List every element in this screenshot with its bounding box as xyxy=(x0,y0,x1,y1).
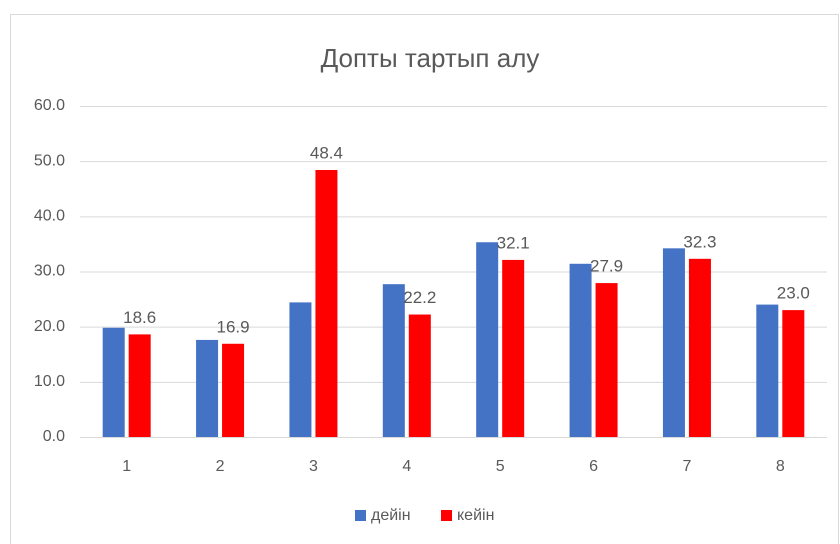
data-label: 18.6 xyxy=(123,308,156,327)
data-label: 16.9 xyxy=(217,317,250,336)
data-label: 48.4 xyxy=(310,143,343,162)
data-label: 27.9 xyxy=(590,257,623,276)
data-label: 23.0 xyxy=(777,284,810,303)
bar xyxy=(102,327,125,437)
bar xyxy=(782,310,805,437)
chart-title: Допты тартып алу xyxy=(321,43,540,73)
chart-border xyxy=(10,14,839,544)
y-tick-label: 60.0 xyxy=(34,97,65,114)
bar xyxy=(502,259,525,437)
legend-swatch xyxy=(441,510,452,521)
bar xyxy=(595,283,618,437)
x-tick-label: 7 xyxy=(682,458,691,475)
bar xyxy=(128,334,151,437)
data-label: 32.3 xyxy=(683,232,716,251)
y-tick-label: 30.0 xyxy=(34,263,65,280)
bar xyxy=(756,304,779,437)
y-tick-label: 20.0 xyxy=(34,318,65,335)
x-tick-label: 2 xyxy=(216,458,225,475)
x-tick-label: 6 xyxy=(589,458,598,475)
bar xyxy=(476,242,499,437)
y-tick-label: 0.0 xyxy=(43,428,65,445)
bar xyxy=(688,258,711,437)
x-tick-label: 5 xyxy=(496,458,505,475)
x-tick-label: 1 xyxy=(122,458,131,475)
bar xyxy=(289,302,312,437)
x-tick-label: 8 xyxy=(776,458,785,475)
x-tick-label: 3 xyxy=(309,458,318,475)
y-tick-label: 50.0 xyxy=(34,152,65,169)
data-label: 22.2 xyxy=(403,288,436,307)
legend-label: дейін xyxy=(371,507,411,524)
data-label: 32.1 xyxy=(497,233,530,252)
legend-label: кейін xyxy=(457,507,494,524)
bar xyxy=(315,169,338,437)
bar xyxy=(196,339,219,437)
bar xyxy=(382,284,405,437)
y-tick-label: 10.0 xyxy=(34,373,65,390)
bar xyxy=(569,263,592,437)
bar xyxy=(408,314,431,437)
y-tick-label: 40.0 xyxy=(34,208,65,225)
bar xyxy=(222,343,245,437)
bar xyxy=(662,248,685,437)
x-tick-label: 4 xyxy=(402,458,411,475)
legend-swatch xyxy=(355,510,366,521)
